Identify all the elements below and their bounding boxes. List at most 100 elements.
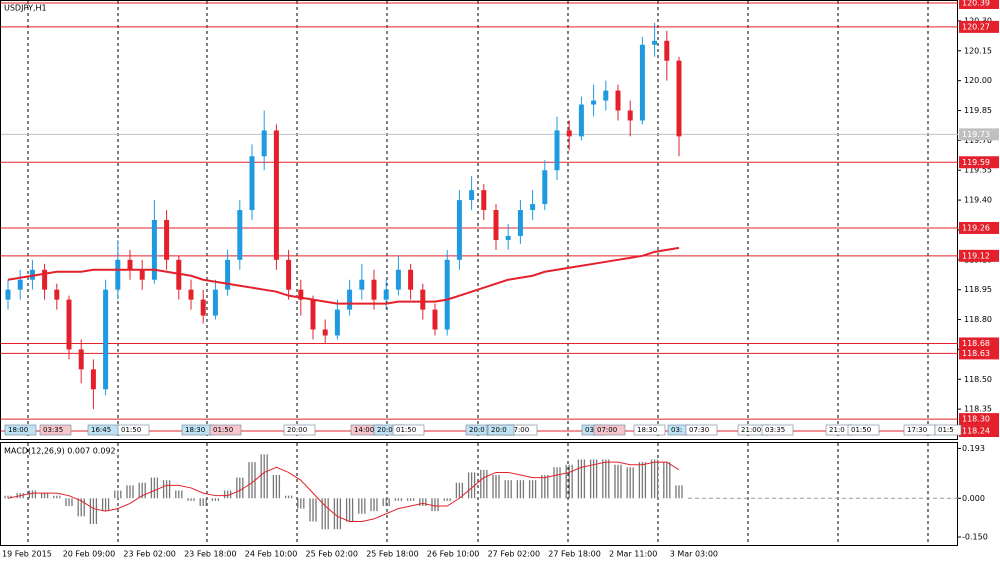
event-label-box [209,424,242,436]
candle-body [639,44,645,121]
candle-body [371,279,377,300]
event-label: 14:00 [354,426,374,434]
event-label: 07:00 [597,426,617,434]
candle-body [42,269,48,290]
event-label: 01:50 [851,426,871,434]
event-label: 07:00 [509,426,529,434]
candle-body [444,259,450,330]
candle-body [115,259,121,290]
event-label: 18:00 [8,426,28,434]
x-tick-label: 23 Feb 02:00 [123,550,175,559]
macd-y-tick-label: -0.150 [962,532,988,541]
event-label: 03:35 [765,426,785,434]
event-label-box [685,424,718,436]
y-tick-label: 118.50 [964,375,992,384]
candle-body [530,204,536,211]
level-box [959,156,999,169]
event-label-box [761,424,794,436]
candle-body [188,289,194,300]
level-box [959,221,999,234]
level-label: 119.59 [962,158,990,167]
x-tick-label: 20 Feb 09:00 [63,550,115,559]
candle-body [164,220,170,260]
event-label: 20:00 [377,426,397,434]
event-label-box [633,424,666,436]
event-label: 17:30 [907,426,927,434]
level-box [959,425,999,438]
candle-body [17,279,23,290]
macd-y-tick-label: 0.193 [962,444,985,453]
candle-body [395,269,401,290]
event-label: 20:0 [491,426,507,434]
candle-body [469,190,475,201]
x-tick-label: 26 Feb 10:00 [427,550,479,559]
candle-body [591,100,597,105]
candle-body [54,289,60,300]
event-label-box [934,424,962,436]
event-label-box [283,424,316,436]
y-tick-label: 119.40 [964,196,992,205]
candle-body [200,299,206,316]
level-label: 120.27 [962,22,990,31]
x-tick-label: 27 Feb 02:00 [488,550,540,559]
event-label: 01:50 [396,426,416,434]
x-tick-label: 2 Mar 11:00 [609,550,657,559]
event-label-box [117,424,150,436]
macd-title: MACD(12,26,9) 0.007 0.092 [4,447,116,456]
y-tick-label: 118.35 [964,405,992,414]
candle-body [578,104,584,137]
macd-panel [0,442,958,546]
candle-body [566,130,572,137]
candle-body [90,369,96,390]
candle-body [456,200,462,260]
candle-body [652,40,658,45]
candle-body [310,299,316,330]
event-label-box [4,424,37,436]
candle-body [676,60,682,137]
candle-body [103,289,109,390]
y-tick-label: 120.15 [964,46,992,55]
y-tick-label: 118.95 [964,285,992,294]
level-label: 118.24 [962,427,990,436]
level-box [959,249,999,262]
event-label: 03: [671,426,682,434]
macd-y-tick-label: 0.000 [962,494,985,503]
y-tick-label: 119.85 [964,106,992,115]
level-box [959,413,999,426]
candle-body [334,309,340,336]
candle-body [554,130,560,171]
level-label: 118.63 [962,349,990,358]
event-label: 18:30 [185,426,205,434]
event-label: 01:50 [213,426,233,434]
event-label-box [847,424,880,436]
y-tick-label: 118.80 [964,315,992,324]
candle-body [347,289,353,310]
candle-body [542,170,548,205]
y-tick-label: 120.00 [964,76,992,85]
x-tick-label: 25 Feb 02:00 [306,550,358,559]
candle-body [273,130,279,260]
candle-body [78,349,84,370]
event-label-box [593,424,626,436]
level-box [959,0,999,9]
candle-body [408,269,414,290]
candle-body [493,210,499,240]
event-label: 16:45 [91,426,111,434]
event-label: 21:0 [829,426,845,434]
candle-body [505,235,511,240]
level-label: 118.68 [962,339,990,348]
level-label: 119.12 [962,251,990,260]
event-label-box [39,424,72,436]
level-label: 118.30 [962,415,990,424]
level-box [959,347,999,360]
current-price-label: 119.73 [962,130,990,139]
candle-body [212,289,218,316]
event-label: 20:00 [287,426,307,434]
y-tick-label: 119.55 [964,166,992,175]
candle-body [249,156,255,211]
candle-body [517,210,523,236]
candle-body [225,259,231,290]
level-box [959,20,999,33]
event-label: 01:50 [121,426,141,434]
